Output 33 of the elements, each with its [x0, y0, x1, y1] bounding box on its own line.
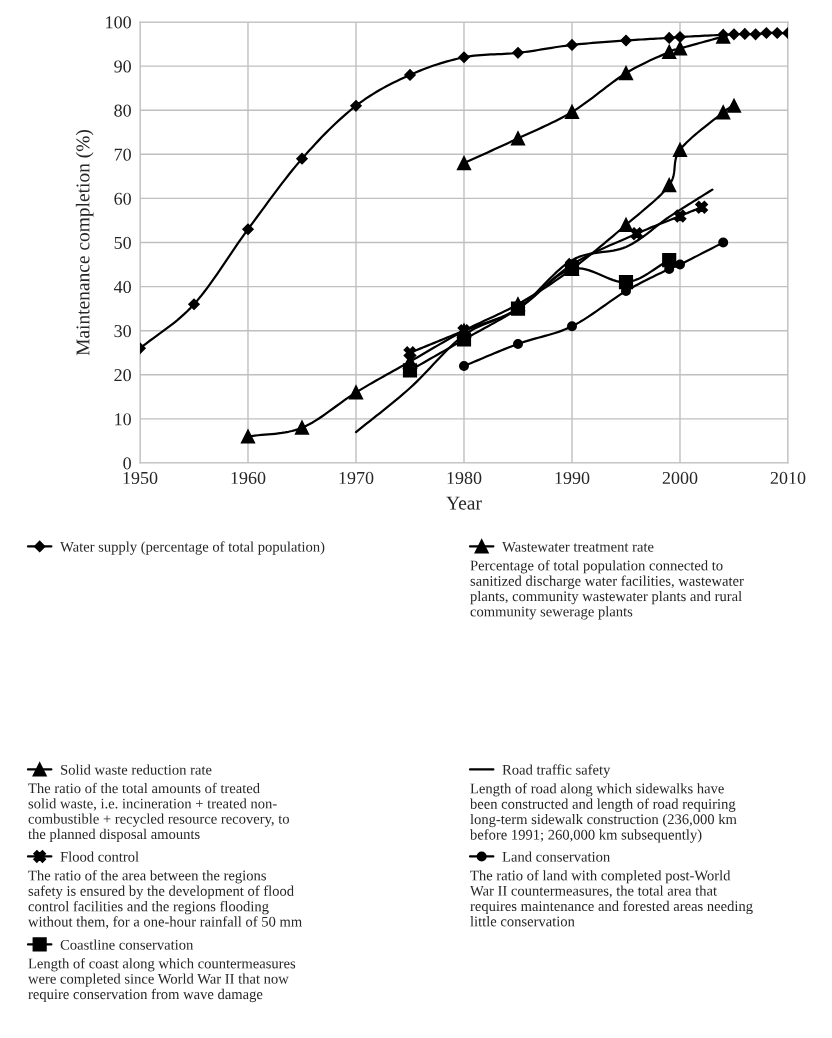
y-tick-label: 40 — [113, 280, 131, 294]
legend-label: Wastewater treatment rate — [502, 542, 654, 552]
legend-label: Water supply (percentage of total population) — [60, 541, 325, 555]
text: Length of road along which sidewalks have been constructed and length of road requiring long-term sidewalk construction (236,000 km before 1991; 260,000 km subsequently) — [470, 783, 737, 843]
y-tick-label: 0 — [123, 457, 131, 470]
text: Percentage of total population connected to sanitized discharge water facilities, wastewater plants, community wastewater plants and rural community sewerage plants — [470, 560, 744, 620]
y-tick-label: 50 — [114, 236, 131, 249]
y-tick-label: 10 — [115, 413, 131, 426]
x-tick-label: 1980 — [447, 471, 482, 485]
legend-label: Coastline conservation — [60, 939, 194, 950]
y-axis-title: Maintenance completion (%) — [75, 129, 94, 356]
y-tick-label: 80 — [114, 104, 131, 117]
y-tick-label: 90 — [114, 60, 131, 73]
x-tick-label: 1990 — [555, 471, 590, 485]
legend-label: Solid waste reduction rate — [61, 764, 212, 775]
y-tick-label: 60 — [114, 192, 131, 205]
x-tick-label: 1960 — [231, 471, 266, 485]
y-tick-label: 20 — [114, 369, 131, 382]
x-axis-title: Year — [446, 496, 482, 510]
x-tick-label: 1970 — [339, 471, 374, 485]
y-tick-label: 30 — [114, 324, 131, 338]
legend-label: Road traffic safety — [502, 764, 611, 778]
legend-label: Flood control — [60, 851, 139, 862]
y-tick-label: 100 — [106, 16, 131, 29]
text: Length of coast along which countermeasures were completed since World War II that now require conservation from wave damage — [28, 958, 296, 1003]
text: The ratio of the total amounts of treated solid waste, i.e. incineration + treated non- combustible + recycled resource recovery, to the planned disposal amounts — [28, 782, 289, 843]
text: The ratio of land with completed post-World War II countermeasures, the total area that requires maintenance and forested areas needing little conservation — [470, 870, 753, 927]
legend-label: Land conservation — [502, 851, 610, 862]
x-tick-label: 2000 — [662, 471, 698, 485]
text: The ratio of the area between the regions safety is ensured by the development of flood control facilities and the regions flooding without them, for a one-hour rainfall of 50 mm — [28, 870, 302, 929]
y-tick-label: 70 — [114, 148, 131, 161]
x-tick-label: 1950 — [123, 471, 158, 485]
x-tick-label: 2010 — [770, 471, 806, 485]
